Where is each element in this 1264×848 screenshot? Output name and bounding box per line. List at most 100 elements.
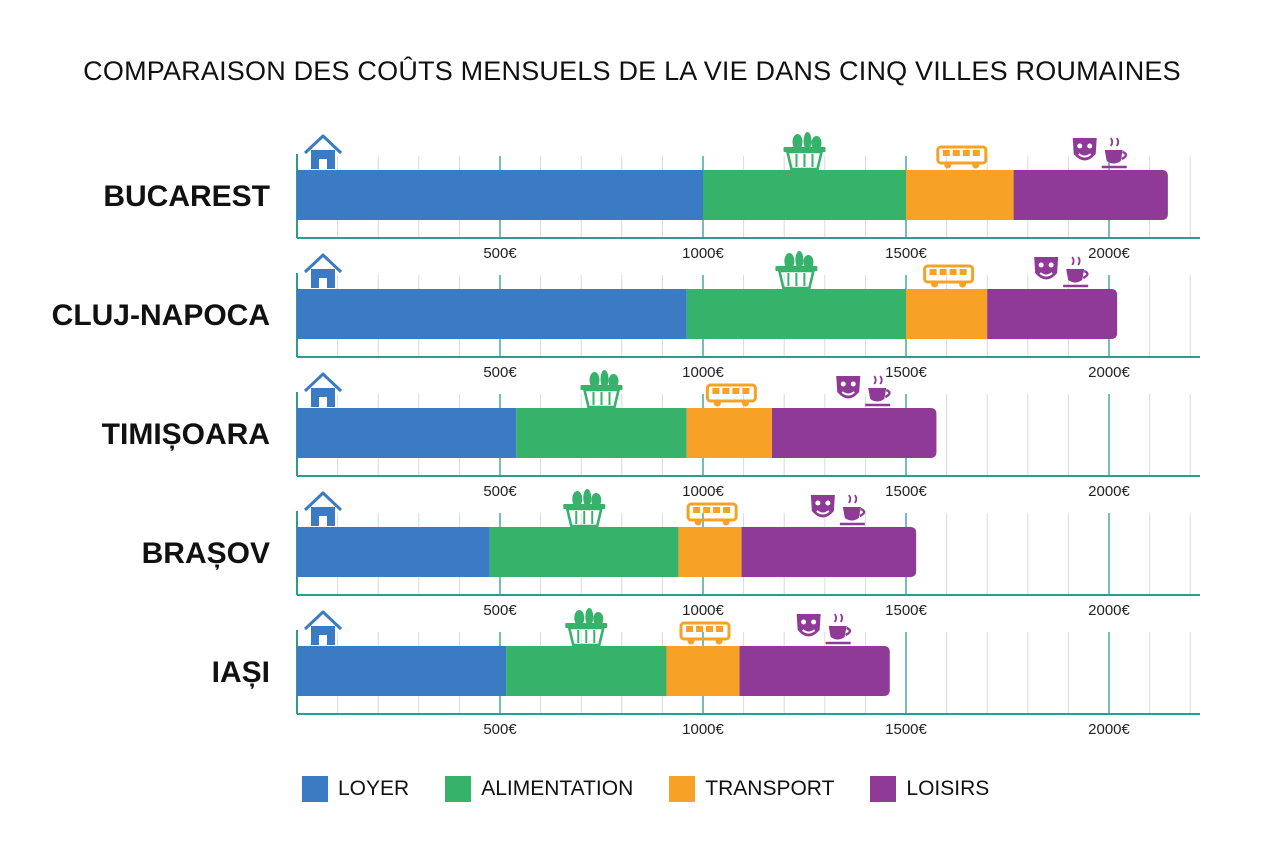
- cup-shape: [1066, 269, 1085, 283]
- bus-body: [686, 502, 738, 522]
- cup-shape: [1104, 150, 1123, 164]
- bus-window: [939, 269, 947, 275]
- steam: [873, 375, 883, 385]
- cup-handle: [1121, 150, 1128, 161]
- mask-eye: [801, 619, 807, 625]
- city-row: BUCAREST 500€ 1000€ 1500€ 2000€: [103, 132, 1200, 262]
- legend-item-loisirs: LOISIRS: [870, 776, 989, 802]
- mask-eye: [825, 500, 831, 506]
- bus-wheel: [959, 280, 967, 288]
- x-tick-label: 2000€: [1088, 483, 1130, 500]
- bar-segment-loyer: [297, 646, 507, 696]
- cup-handle: [1082, 269, 1089, 280]
- x-tick-label: 500€: [483, 245, 517, 262]
- bar-segment-loyer: [297, 527, 490, 577]
- bus-window: [706, 626, 713, 632]
- mask-smile: [802, 629, 816, 634]
- chart-title: COMPARAISON DES COÛTS MENSUELS DE LA VIE…: [83, 56, 1181, 86]
- house-roof: [303, 253, 343, 274]
- x-tick-label: 500€: [483, 364, 517, 381]
- bar-segment-loisirs: [739, 646, 890, 696]
- mask-eye: [815, 500, 821, 506]
- bar-segment-transport: [906, 289, 988, 339]
- basket-produce: [600, 370, 609, 388]
- basket-produce: [583, 489, 592, 507]
- legend-label: LOYER: [338, 777, 410, 800]
- bus-window: [693, 507, 701, 513]
- basket-icon: [580, 370, 623, 409]
- basket-produce: [591, 493, 602, 507]
- bus-wheel: [944, 161, 952, 169]
- city-label: BRAȘOV: [142, 537, 270, 570]
- bus-body: [936, 145, 988, 165]
- x-tick-label: 2000€: [1088, 245, 1130, 262]
- x-tick-label: 500€: [483, 721, 517, 738]
- x-tick-label: 1000€: [682, 483, 724, 500]
- bus-window: [716, 626, 723, 632]
- steam: [848, 494, 858, 504]
- bar-segment-loyer: [297, 408, 517, 458]
- bus-body: [705, 383, 757, 403]
- bus-window: [712, 388, 720, 394]
- x-tick-label: 1500€: [885, 602, 927, 619]
- basket-body: [785, 150, 824, 171]
- legend-swatch: [445, 776, 472, 802]
- house-icon: [303, 134, 343, 169]
- basket-produce: [608, 374, 619, 388]
- bus-window: [959, 269, 967, 275]
- basket-produce: [589, 372, 600, 388]
- mask-eye: [840, 381, 846, 387]
- bus-window: [962, 150, 970, 156]
- mask-smile: [816, 510, 830, 515]
- bus-icon: [923, 264, 975, 288]
- bus-window: [942, 150, 950, 156]
- bus-wheel: [687, 637, 695, 645]
- house-door: [319, 278, 327, 288]
- bus-wheel: [715, 637, 723, 645]
- mask-smile: [1078, 153, 1092, 158]
- x-tick-label: 2000€: [1088, 721, 1130, 738]
- bar-segment-loisirs: [1013, 170, 1168, 220]
- basket-body: [567, 626, 605, 647]
- basket-produce: [803, 132, 812, 150]
- bar-segment-loyer: [297, 289, 687, 339]
- basket-produce: [574, 610, 585, 626]
- theater-coffee-icon: [796, 613, 852, 645]
- house-door: [319, 516, 327, 526]
- house-icon: [303, 372, 343, 407]
- legend-item-alimentation: ALIMENTATION: [445, 776, 633, 802]
- theater-coffee-icon: [836, 375, 891, 407]
- legend-swatch: [669, 776, 696, 802]
- bar-segment-loisirs: [741, 527, 917, 577]
- bar-segment-loisirs: [772, 408, 937, 458]
- cup-handle: [845, 626, 852, 637]
- mask-smile: [841, 391, 855, 396]
- bar-segment-alimentation: [686, 289, 906, 339]
- bus-wheel: [694, 518, 702, 526]
- basket-produce: [795, 251, 804, 269]
- bar-segment-transport: [678, 527, 742, 577]
- house-icon: [303, 491, 343, 526]
- cup-shape: [868, 388, 887, 402]
- basket-body: [777, 269, 816, 290]
- mask-eye: [1087, 143, 1093, 149]
- mask-smile: [1039, 272, 1053, 277]
- bar-segment-loyer: [297, 170, 703, 220]
- x-tick-label: 2000€: [1088, 602, 1130, 619]
- bus-window: [952, 150, 960, 156]
- bus-window: [723, 507, 731, 513]
- legend-swatch: [870, 776, 897, 802]
- bar-segment-transport: [906, 170, 1014, 220]
- x-tick-label: 1500€: [885, 364, 927, 381]
- legend-swatch: [302, 776, 328, 802]
- steam: [1071, 256, 1081, 266]
- bar-segment-transport: [666, 646, 740, 696]
- basket-icon: [775, 251, 818, 290]
- bus-icon: [686, 502, 738, 526]
- x-tick-label: 1000€: [682, 721, 724, 738]
- bar-segment-alimentation: [703, 170, 906, 220]
- bus-window: [742, 388, 750, 394]
- bar-segment-alimentation: [489, 527, 679, 577]
- legend-item-loyer: LOYER: [302, 776, 409, 802]
- cup-handle: [859, 507, 866, 518]
